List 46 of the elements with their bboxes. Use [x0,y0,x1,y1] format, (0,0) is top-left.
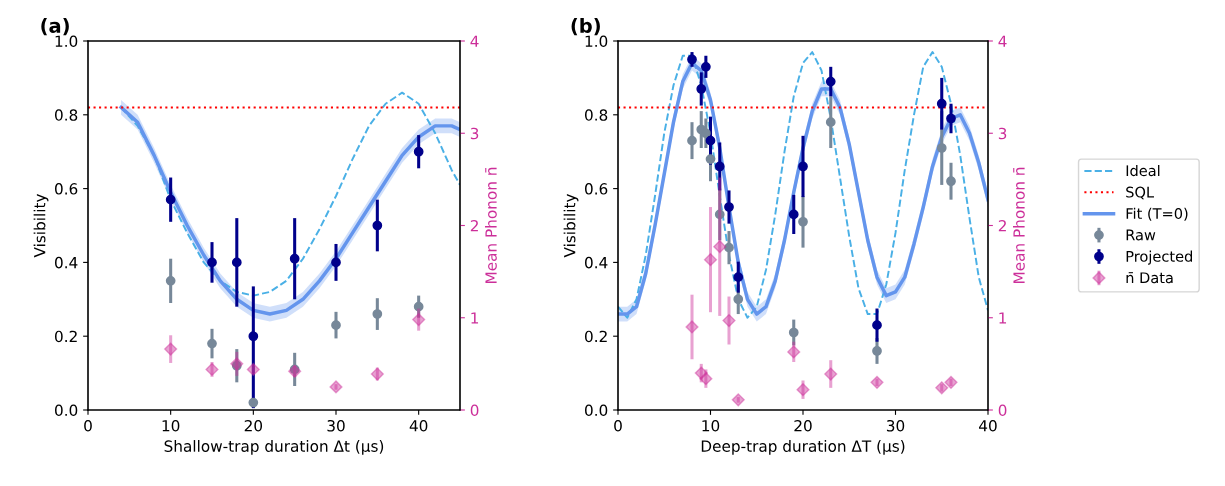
y2-tick-label: 1 [999,312,1007,324]
legend-label: n̄ Data [1126,272,1173,284]
x-tick-label: 40 [979,419,997,432]
legend-label: SQL [1126,186,1154,200]
y-tick-label: 0.4 [54,256,78,269]
x-tick-label: 0 [614,419,622,432]
y-tick-label: 0.8 [584,109,608,121]
y2-tick-label: 4 [470,35,479,47]
y2-tick-label: 0 [470,404,479,417]
y2-tick-label: 1 [471,312,479,324]
y2-axis-title: Mean Phonon n̄ [485,167,497,283]
y2-tick-label: 2 [470,219,478,232]
y-tick-label: 1.0 [55,35,78,48]
legend-label: Raw [1126,229,1156,241]
x-tick-label: 40 [409,419,428,432]
y-tick-label: 0.0 [54,404,78,417]
y-tick-label: 0.0 [584,404,608,417]
x-tick-label: 10 [162,419,180,432]
x-tick-label: 30 [327,419,345,432]
y-tick-label: 0.6 [584,183,608,195]
y-tick-label: 0.2 [54,330,77,343]
legend-label: Fit (T=0) [1126,207,1188,221]
x-axis-title: Deep-trap duration ΔT (μs) [701,440,905,455]
y-axis-title: Visibility [563,193,579,258]
y-tick-label: 0.4 [584,256,608,269]
x-tick-label: 10 [702,419,720,432]
x-tick-label: 30 [886,419,905,432]
y-tick-label: 0.2 [584,330,607,343]
y2-tick-label: 4 [998,35,1007,47]
y-axis-title: Visibility [33,193,49,258]
y-tick-label: 0.8 [54,109,78,121]
y2-axis-title: Mean Phonon n̄ [1013,167,1025,283]
x-tick-label: 0 [84,419,92,432]
chart-title: (b) [571,17,600,36]
y2-tick-label: 0 [998,404,1007,417]
x-tick-label: 20 [244,419,263,432]
x-tick-label: 20 [794,419,812,432]
y2-tick-label: 2 [998,219,1006,232]
y-tick-label: 1.0 [585,35,608,48]
y-tick-label: 0.6 [54,183,78,195]
chart-title: (a) [41,17,69,36]
x-axis-title: Shallow-trap duration Δt (μs) [164,440,384,455]
legend-label: Projected [1126,250,1192,265]
y2-tick-label: 3 [998,127,1007,140]
y2-tick-label: 3 [470,127,479,140]
legend-label: Ideal [1126,164,1160,177]
